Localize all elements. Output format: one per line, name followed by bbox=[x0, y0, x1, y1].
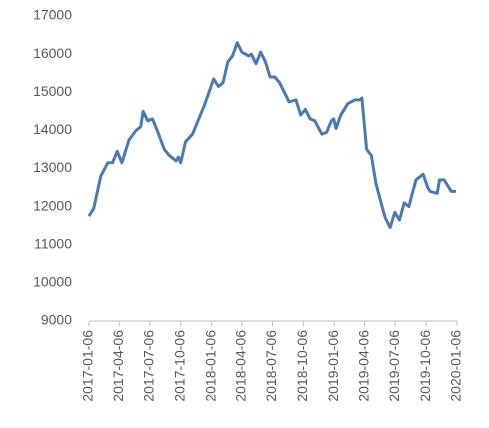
y-tick-label: 9000 bbox=[41, 312, 72, 328]
x-tick-label: 2020-01-06 bbox=[448, 330, 464, 402]
x-tick-label: 2017-07-06 bbox=[141, 330, 157, 402]
x-tick-label: 2018-01-06 bbox=[202, 330, 218, 402]
y-tick-label: 17000 bbox=[33, 7, 72, 23]
y-tick-label: 10000 bbox=[33, 274, 72, 290]
x-tick-label: 2018-10-06 bbox=[294, 330, 310, 402]
x-tick-label: 2018-07-06 bbox=[263, 330, 279, 402]
y-tick-label: 15000 bbox=[33, 83, 72, 99]
line-series bbox=[87, 41, 456, 230]
x-tick-label: 2018-04-06 bbox=[233, 330, 249, 402]
x-tick-label: 2019-04-06 bbox=[355, 330, 371, 402]
y-tick-label: 12000 bbox=[33, 197, 72, 213]
y-tick-label: 16000 bbox=[33, 45, 72, 61]
x-tick-label: 2017-04-06 bbox=[110, 330, 126, 402]
y-tick-label: 13000 bbox=[33, 159, 72, 175]
y-tick-label: 11000 bbox=[34, 235, 72, 251]
x-tick-label: 2019-10-06 bbox=[417, 330, 433, 402]
x-tick-label: 2017-01-06 bbox=[80, 330, 96, 402]
x-tick-label: 2017-10-06 bbox=[171, 330, 187, 402]
x-tick-label: 2019-07-06 bbox=[386, 330, 402, 402]
x-tick-label: 2019-01-06 bbox=[325, 330, 341, 402]
y-tick-label: 14000 bbox=[33, 121, 72, 137]
